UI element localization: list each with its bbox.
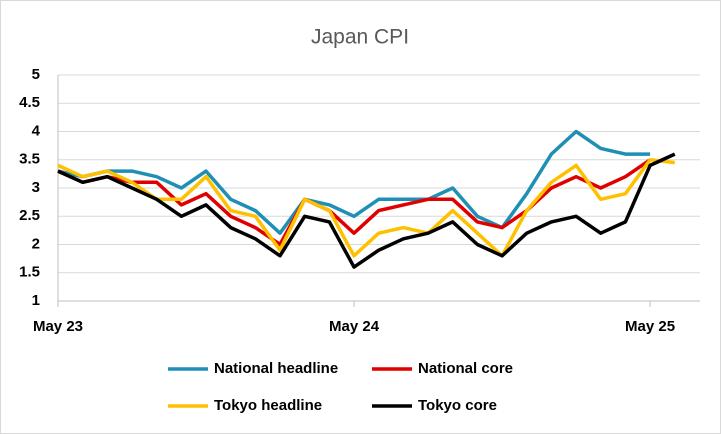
chart-title: Japan CPI (311, 26, 409, 49)
y-tick-label: 3.5 (19, 151, 40, 168)
y-tick-label: 4 (32, 122, 41, 139)
series-line (57, 152, 676, 269)
series-line (57, 129, 651, 235)
y-tick-label: 1.5 (19, 264, 40, 281)
y-tick-label: 2 (32, 235, 40, 252)
y-tick-label: 4.5 (19, 94, 40, 111)
legend-label: Tokyo headline (214, 397, 322, 414)
x-tick-label: May 25 (625, 318, 675, 335)
legend-label: National headline (214, 360, 338, 377)
y-tick-label: 2.5 (19, 207, 40, 224)
y-tick-label: 3 (32, 179, 40, 196)
y-tick-label: 1 (32, 292, 40, 309)
x-tick-label: May 23 (33, 318, 83, 335)
legend-label: National core (418, 360, 513, 377)
series-line (57, 158, 675, 258)
x-tick-label: May 24 (329, 318, 380, 335)
y-tick-label: 5 (32, 66, 40, 83)
legend-label: Tokyo core (418, 397, 497, 414)
series-line (57, 158, 652, 247)
